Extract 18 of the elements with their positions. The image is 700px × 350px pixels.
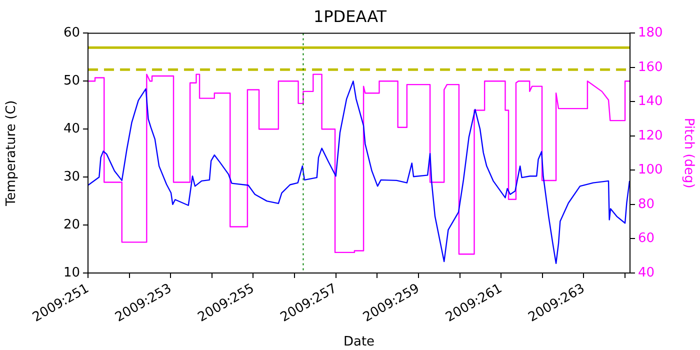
y-tick-label: 50 xyxy=(63,74,80,89)
y2-tick-label: 100 xyxy=(638,162,663,178)
y2-tick-label: 60 xyxy=(638,231,655,246)
y2-tick-label: 120 xyxy=(638,128,663,144)
y2-tick-label: 180 xyxy=(638,26,663,41)
y-tick-label: 10 xyxy=(63,265,80,280)
y2-axis-title: Pitch (deg) xyxy=(680,118,696,188)
y-tick-label: 60 xyxy=(63,26,80,41)
chart-title: 1PDEAAT xyxy=(313,6,387,26)
y2-tick-label: 160 xyxy=(638,60,663,75)
y-axis-title: Temperature (C) xyxy=(4,100,20,207)
y2-tick-label: 80 xyxy=(638,196,655,212)
x-axis-title: Date xyxy=(343,334,375,350)
y-tick-label: 40 xyxy=(63,121,80,136)
y-tick-label: 30 xyxy=(63,169,80,184)
y2-tick-label: 140 xyxy=(638,94,663,110)
y-tick-label: 20 xyxy=(63,217,80,232)
y2-tick-label: 40 xyxy=(638,265,655,280)
